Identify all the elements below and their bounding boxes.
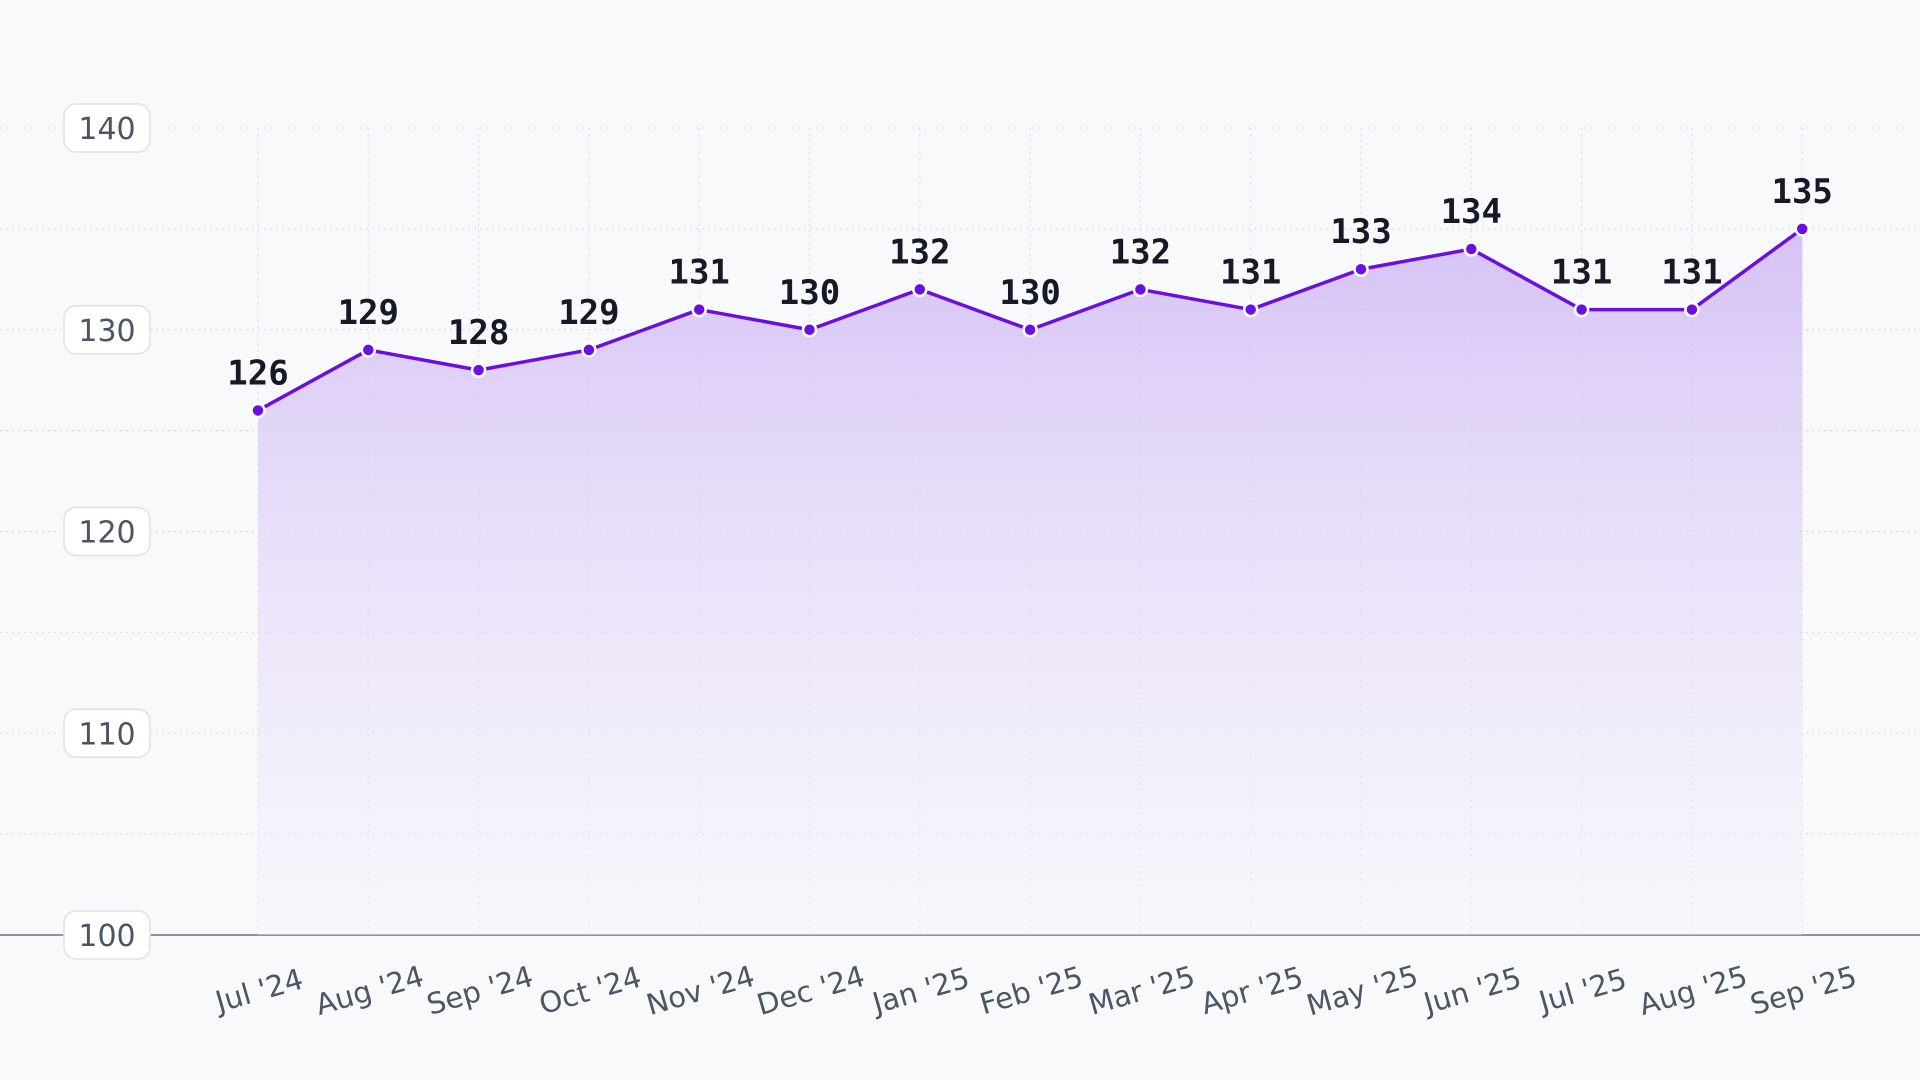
x-tick-label: Mar '25 [1085, 959, 1199, 1022]
x-tick-label: Jul '25 [1533, 962, 1630, 1020]
y-tick: 120 [63, 506, 151, 557]
data-point [581, 342, 597, 358]
y-tick: 130 [63, 305, 151, 355]
data-label: 134 [1441, 192, 1502, 232]
data-label: 132 [1110, 232, 1171, 272]
data-point [1794, 221, 1810, 237]
x-tick-label: Jul '24 [210, 962, 307, 1020]
x-tick-label: Nov '24 [643, 959, 759, 1022]
x-tick-label: Jan '25 [867, 960, 973, 1020]
x-tick-label: Aug '24 [312, 959, 428, 1022]
data-label: 129 [338, 293, 399, 333]
data-point [1573, 301, 1590, 318]
data-point [470, 362, 487, 378]
data-label: 130 [779, 273, 840, 313]
x-tick-label: Oct '24 [535, 960, 645, 1021]
data-labels: 126 129 128 129 131 130 132 130 132 131 133 134 131 1… [227, 172, 1833, 394]
data-label: 135 [1771, 172, 1832, 212]
y-tick: 140 [63, 103, 151, 153]
x-tick-label: Dec '24 [753, 959, 868, 1022]
y-tick-label: 120 [78, 516, 135, 551]
y-tick-pill [63, 506, 151, 557]
y-tick-label: 130 [78, 314, 135, 349]
data-points [250, 221, 1810, 419]
data-label: 132 [889, 232, 950, 272]
data-label: 128 [448, 313, 509, 353]
data-label: 131 [668, 253, 729, 293]
data-point [250, 402, 266, 419]
data-point [801, 322, 818, 338]
y-tick-label: 100 [78, 919, 135, 954]
data-point [691, 301, 707, 318]
data-label: 129 [558, 293, 619, 333]
y-axis: 100 110 120 130 140 [63, 103, 151, 960]
y-tick-pill [63, 305, 151, 355]
data-point [1463, 241, 1480, 257]
data-label: 126 [227, 353, 288, 393]
y-tick: 110 [63, 708, 151, 758]
data-label: 130 [999, 273, 1060, 313]
data-label: 131 [1551, 253, 1612, 293]
data-point [1684, 301, 1700, 318]
data-point [1132, 281, 1149, 298]
area-fill-group [258, 228, 1803, 935]
y-tick-pill [63, 708, 151, 758]
x-tick-label: Sep '24 [423, 959, 537, 1022]
y-tick: 100 [63, 910, 151, 960]
x-tick-label: Jun '25 [1418, 960, 1525, 1021]
y-tick-pill [63, 910, 151, 960]
x-tick-label: Feb '25 [976, 960, 1087, 1022]
area-fill [258, 228, 1803, 935]
x-tick-label: Aug '25 [1635, 959, 1751, 1022]
data-point [1022, 322, 1038, 338]
x-tick-label: May '25 [1303, 958, 1422, 1022]
data-label: 133 [1330, 212, 1391, 252]
y-tick-label: 140 [78, 112, 135, 147]
data-point [360, 342, 377, 358]
x-tick-label: Sep '25 [1746, 959, 1860, 1022]
data-point [1353, 261, 1369, 277]
data-label: 131 [1661, 253, 1722, 293]
data-label: 131 [1220, 253, 1281, 293]
data-point [912, 281, 928, 298]
y-tick-label: 110 [78, 717, 135, 752]
x-tick-label: Apr '25 [1197, 960, 1307, 1021]
y-tick-pill [63, 103, 151, 153]
data-point [1242, 301, 1259, 318]
